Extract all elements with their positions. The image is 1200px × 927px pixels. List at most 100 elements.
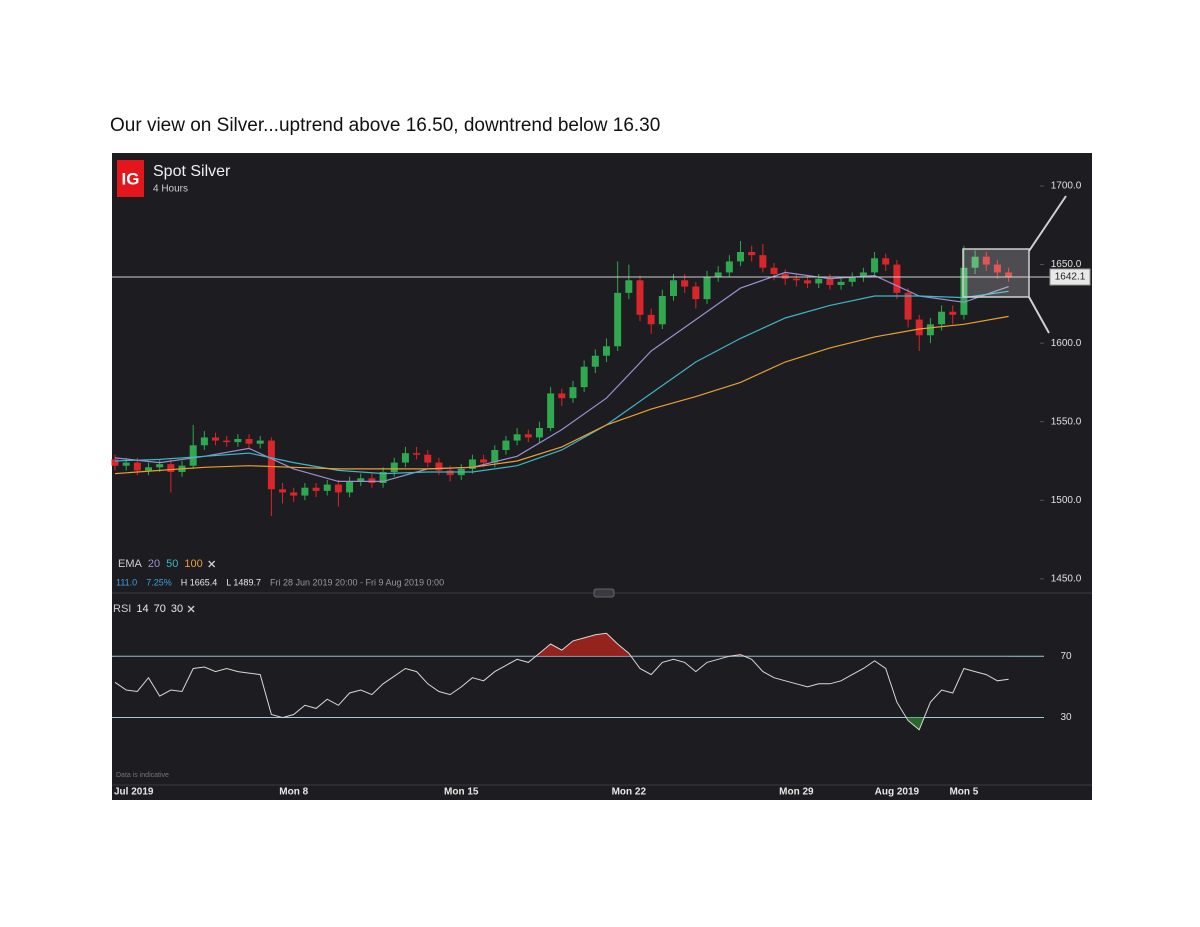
candle-body bbox=[334, 484, 342, 493]
candle-body bbox=[502, 440, 510, 450]
ema-line bbox=[114, 290, 1009, 475]
candle-body bbox=[647, 314, 655, 325]
candle-body bbox=[223, 440, 231, 443]
candle-body bbox=[580, 366, 588, 388]
candle-body bbox=[122, 462, 130, 466]
candle-body bbox=[837, 281, 845, 285]
candle-body bbox=[904, 292, 912, 320]
info-text: H 1665.4 bbox=[181, 577, 218, 587]
candle-body bbox=[267, 440, 275, 490]
legend-close-icon bbox=[208, 560, 216, 568]
candle-body bbox=[357, 478, 365, 482]
candle-body bbox=[915, 319, 923, 336]
ema-line bbox=[114, 315, 1009, 475]
candle-body bbox=[535, 428, 543, 438]
candle-body bbox=[826, 278, 834, 285]
overbought-fill bbox=[535, 633, 745, 657]
candle-body bbox=[111, 459, 119, 466]
y-tick-label: 1450.0 bbox=[1051, 573, 1082, 584]
candle-body bbox=[323, 484, 331, 491]
candle-body bbox=[346, 481, 354, 493]
candle-body bbox=[424, 454, 432, 463]
legend-label: EMA bbox=[118, 558, 143, 570]
y-tick-label: 70 bbox=[1060, 651, 1072, 662]
note: Data is indicative bbox=[116, 772, 169, 779]
candle-body bbox=[815, 278, 823, 284]
annotation-line bbox=[1028, 296, 1050, 334]
x-tick-label: Mon 22 bbox=[612, 787, 647, 798]
candle-body bbox=[558, 393, 566, 399]
info-text: Fri 28 Jun 2019 20:00 - Fri 9 Aug 2019 0… bbox=[270, 577, 444, 587]
y-tick-label: 30 bbox=[1060, 712, 1072, 723]
candle-body bbox=[1005, 272, 1013, 277]
y-tick-label: 1600.0 bbox=[1051, 338, 1082, 349]
candle-body bbox=[658, 296, 666, 325]
x-tick-label: Mon 15 bbox=[444, 787, 479, 798]
info-text: 7.25% bbox=[146, 577, 172, 587]
candle-body bbox=[379, 472, 387, 483]
highlight-box bbox=[962, 248, 1030, 298]
candle-body bbox=[714, 272, 722, 278]
candle-body bbox=[279, 489, 287, 493]
candle-body bbox=[636, 280, 644, 315]
candle-body bbox=[725, 261, 733, 273]
legend-entry: 50 bbox=[166, 558, 178, 570]
candle-body bbox=[949, 311, 957, 315]
legend-close-icon bbox=[187, 605, 195, 613]
candle-body bbox=[569, 387, 577, 399]
info-text: 111.0 bbox=[116, 577, 137, 587]
candle-body bbox=[893, 264, 901, 293]
legend-label: RSI bbox=[113, 603, 131, 615]
legend-param: 70 bbox=[154, 603, 166, 615]
candle-body bbox=[614, 292, 622, 347]
y-tick-label: 1650.0 bbox=[1051, 259, 1082, 270]
legend-param: 30 bbox=[171, 603, 183, 615]
candle-body bbox=[591, 355, 599, 367]
candle-body bbox=[859, 272, 867, 278]
candle-body bbox=[513, 434, 521, 441]
candle-body bbox=[882, 258, 890, 265]
y-tick-label: 1500.0 bbox=[1051, 495, 1082, 506]
candle-body bbox=[256, 440, 264, 444]
candle-body bbox=[133, 462, 141, 471]
chart-panel bbox=[112, 153, 1092, 800]
chart-title: Spot Silver bbox=[153, 163, 231, 180]
candle-body bbox=[200, 437, 208, 446]
candle-body bbox=[301, 487, 309, 496]
candle-body bbox=[759, 255, 767, 268]
candle-body bbox=[681, 280, 689, 287]
candle-body bbox=[547, 393, 555, 428]
candle-body bbox=[290, 492, 298, 496]
candle-body bbox=[189, 445, 197, 466]
candle-body bbox=[770, 267, 778, 274]
candle-body bbox=[737, 252, 745, 262]
candle-body bbox=[993, 264, 1001, 273]
pane-resize-handle bbox=[593, 588, 615, 598]
x-tick-label: Mon 5 bbox=[949, 787, 978, 798]
candle-body bbox=[670, 280, 677, 296]
candle-body bbox=[524, 434, 532, 438]
x-tick-label: Jul 2019 bbox=[114, 787, 154, 798]
candle-body bbox=[781, 274, 789, 279]
candle-body bbox=[167, 464, 175, 472]
candle-body bbox=[390, 462, 398, 472]
annotation-line bbox=[1028, 195, 1067, 252]
x-axis: Jul 2019 Mon 8 Mon 15 Mon 22 Mon 29 Aug 2019 M… bbox=[114, 787, 979, 798]
candle-body bbox=[960, 267, 968, 315]
last-price-box bbox=[1049, 268, 1091, 286]
candle-body bbox=[804, 280, 812, 284]
candle-body bbox=[312, 487, 320, 491]
candle-body bbox=[748, 252, 756, 256]
candle-body bbox=[792, 278, 800, 281]
info-text: L 1489.7 bbox=[226, 577, 261, 587]
candle-body bbox=[602, 346, 610, 356]
legend-entry: 20 bbox=[148, 558, 160, 570]
heading: Our view on Silver...uptrend above 16.50… bbox=[110, 115, 660, 136]
candle-body bbox=[435, 462, 443, 471]
candle-body bbox=[625, 280, 633, 293]
y-tick-label: 1550.0 bbox=[1051, 416, 1082, 427]
rsi-pane: 30 70 RSI 14 70 30 Data is indicative bbox=[112, 603, 1072, 779]
candle-body bbox=[446, 470, 454, 476]
